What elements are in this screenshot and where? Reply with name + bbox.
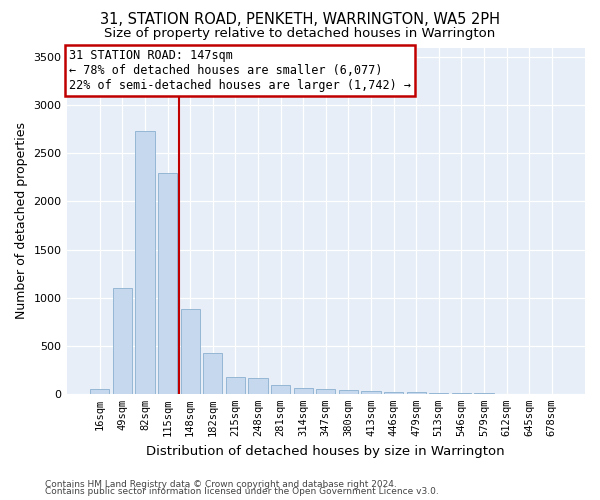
Text: Size of property relative to detached houses in Warrington: Size of property relative to detached ho… — [104, 28, 496, 40]
Text: Contains HM Land Registry data © Crown copyright and database right 2024.: Contains HM Land Registry data © Crown c… — [45, 480, 397, 489]
Text: 31, STATION ROAD, PENKETH, WARRINGTON, WA5 2PH: 31, STATION ROAD, PENKETH, WARRINGTON, W… — [100, 12, 500, 28]
Bar — [90, 388, 109, 394]
Bar — [136, 131, 155, 394]
Bar — [361, 392, 380, 394]
Bar — [452, 393, 471, 394]
Bar — [293, 388, 313, 394]
Bar — [316, 389, 335, 394]
Bar — [226, 377, 245, 394]
Bar — [158, 172, 177, 394]
Text: 31 STATION ROAD: 147sqm
← 78% of detached houses are smaller (6,077)
22% of semi: 31 STATION ROAD: 147sqm ← 78% of detache… — [69, 49, 411, 92]
Bar — [248, 378, 268, 394]
Bar — [181, 309, 200, 394]
Bar — [203, 354, 223, 394]
X-axis label: Distribution of detached houses by size in Warrington: Distribution of detached houses by size … — [146, 444, 505, 458]
Bar — [271, 384, 290, 394]
Bar — [113, 288, 132, 394]
Bar — [339, 390, 358, 394]
Bar — [407, 392, 426, 394]
Text: Contains public sector information licensed under the Open Government Licence v3: Contains public sector information licen… — [45, 488, 439, 496]
Bar — [429, 393, 448, 394]
Y-axis label: Number of detached properties: Number of detached properties — [15, 122, 28, 319]
Bar — [384, 392, 403, 394]
